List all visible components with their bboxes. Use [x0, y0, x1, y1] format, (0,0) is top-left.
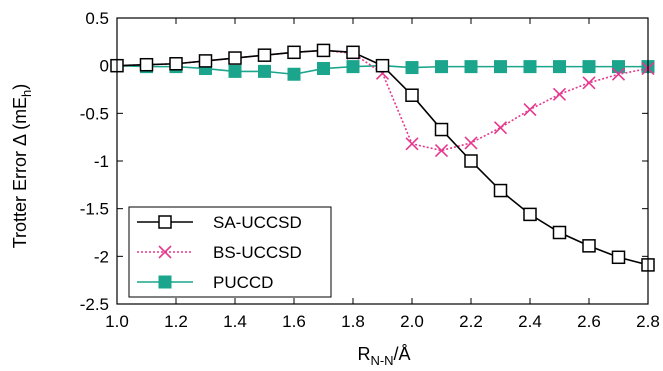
data-point — [139, 57, 154, 72]
x-tick-label: 1.4 — [223, 312, 247, 331]
data-point — [552, 87, 567, 101]
data-point — [158, 245, 172, 259]
legend-label: BS-UCCSD — [213, 243, 302, 262]
data-point — [198, 54, 213, 68]
legend: SA-UCCSD BS-UCCSD PUCCD — [128, 206, 332, 298]
data-point — [612, 60, 625, 74]
legend-item: SA-UCCSD — [137, 213, 302, 232]
plot-area: 1.0 1.2 1.4 1.6 1.8 2.0 2.2 2.4 2.6 2.8 0.5 0 -0.5 -1… — [80, 9, 660, 331]
data-point — [158, 275, 172, 289]
data-point-stroke — [552, 87, 567, 101]
x-tick-label: 1.2 — [164, 312, 188, 331]
y-tick-label: -2.5 — [80, 295, 109, 314]
data-point — [494, 60, 507, 74]
data-point — [316, 43, 331, 58]
data-point — [375, 58, 390, 73]
data-point — [523, 207, 537, 222]
series-sa-uccsd — [110, 43, 655, 272]
x-tick-label: 2.2 — [459, 312, 483, 331]
x-axis-label-subscript: N-N — [370, 353, 393, 368]
x-tick-label: 2.6 — [577, 312, 601, 331]
data-point — [346, 60, 360, 74]
data-point — [523, 102, 537, 117]
data-point — [405, 61, 419, 75]
data-point — [257, 48, 272, 62]
data-point — [582, 60, 596, 74]
y-tick-label: -0.5 — [80, 104, 109, 123]
data-point — [553, 60, 566, 74]
data-point — [582, 76, 596, 90]
data-point — [287, 45, 301, 60]
data-point — [158, 215, 172, 229]
data-point — [434, 122, 449, 137]
data-point — [464, 60, 478, 74]
data-point — [611, 67, 626, 81]
data-point — [405, 88, 419, 102]
data-point-stroke — [434, 143, 449, 158]
data-point — [611, 250, 626, 265]
y-axis-label-text: Trotter Error Δ (mEh) — [10, 84, 34, 249]
data-point-stroke — [611, 67, 626, 81]
y-axis-label: Trotter Error Δ (mEh) — [10, 84, 34, 249]
data-point — [523, 60, 537, 74]
x-tick-label: 2.4 — [518, 312, 542, 331]
data-point — [434, 143, 449, 158]
data-point-stroke — [158, 245, 172, 259]
legend-item: BS-UCCSD — [137, 243, 302, 262]
x-axis-label-main: R — [357, 344, 370, 364]
x-tick-label: 2.0 — [400, 312, 424, 331]
data-point — [582, 239, 596, 253]
data-point — [464, 154, 478, 168]
y-axis-label-subscript: h — [19, 90, 34, 97]
data-point — [317, 62, 330, 76]
x-tick-label: 2.8 — [636, 312, 660, 331]
data-point — [464, 136, 478, 150]
plot-frame — [116, 17, 649, 305]
data-point-stroke — [582, 76, 596, 90]
y-tick-label: -2 — [94, 247, 109, 266]
x-tick-label: 1.6 — [282, 312, 306, 331]
y-tick-label: -1 — [94, 152, 109, 171]
y-tick-label: 0.5 — [85, 9, 109, 28]
data-point — [287, 67, 301, 81]
data-point — [405, 137, 419, 151]
data-point-stroke — [464, 136, 478, 150]
legend-label: SA-UCCSD — [213, 213, 302, 232]
y-tick-label: -1.5 — [80, 200, 109, 219]
y-axis-label-suffix: ) — [10, 84, 30, 90]
data-point — [228, 64, 242, 78]
data-point-stroke — [493, 121, 508, 135]
data-point — [346, 45, 360, 60]
data-point — [552, 225, 567, 240]
data-point — [493, 183, 508, 198]
legend-label: PUCCD — [213, 273, 273, 292]
data-point — [258, 64, 271, 78]
x-axis-label-suffix: /Å — [394, 344, 411, 364]
data-point — [493, 121, 508, 135]
legend-item: PUCCD — [137, 273, 273, 292]
x-axis-label: RN-N/Å — [357, 344, 410, 368]
data-point-stroke — [405, 137, 419, 151]
data-point — [169, 57, 183, 71]
data-point-stroke — [523, 102, 537, 117]
x-tick-label: 1.0 — [105, 312, 129, 331]
y-tick-label: 0 — [100, 57, 109, 76]
data-point — [435, 60, 448, 74]
x-tick-label: 1.8 — [341, 312, 365, 331]
y-axis-label-prefix: Trotter Error Δ (mE — [10, 97, 30, 248]
data-point — [228, 51, 242, 65]
